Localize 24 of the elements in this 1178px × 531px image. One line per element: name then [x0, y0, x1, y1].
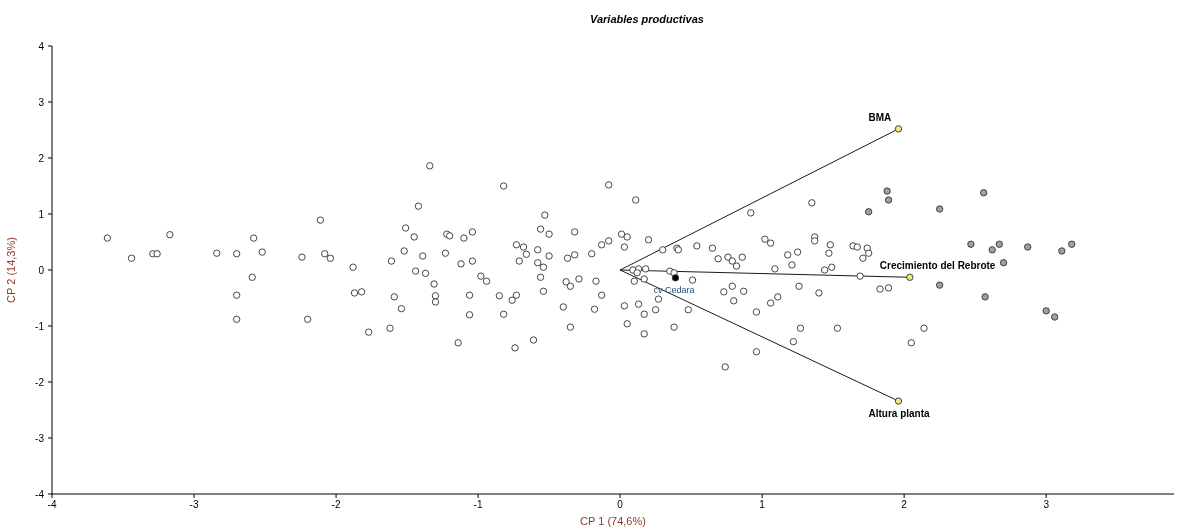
annotation: cv Cedara [653, 284, 695, 295]
series-label: Crecimiento del Rebrote [879, 260, 996, 272]
x-tick-label: 3 [1043, 499, 1050, 510]
x-tick-label: -1 [473, 499, 483, 510]
x-tick-label: 1 [759, 499, 766, 510]
series-label: BMA [868, 111, 892, 123]
chart-title: Variables productivas [590, 13, 704, 25]
y-tick-label: -4 [35, 488, 45, 500]
x-tick-label: -4 [47, 499, 57, 510]
y-tick-label: 1 [38, 208, 45, 220]
x-tick-label: -3 [189, 499, 199, 510]
y-tick-label: -3 [35, 432, 45, 444]
x-tick-label: -2 [331, 499, 341, 510]
y-tick-label: 3 [38, 96, 45, 108]
y-tick-label: -2 [35, 376, 45, 388]
y-tick-label: 0 [38, 264, 45, 276]
x-tick-label: 0 [617, 499, 624, 510]
y-tick-label: 4 [38, 40, 45, 52]
x-tick-label: 2 [901, 499, 908, 510]
x-axis-title: CP 1 (74,6%) [580, 515, 646, 527]
y-tick-label: 2 [38, 152, 45, 164]
y-axis-title: CP 2 (14,3%) [5, 237, 17, 303]
y-tick-label: -1 [35, 320, 45, 332]
series-label: Altura planta [868, 408, 931, 420]
